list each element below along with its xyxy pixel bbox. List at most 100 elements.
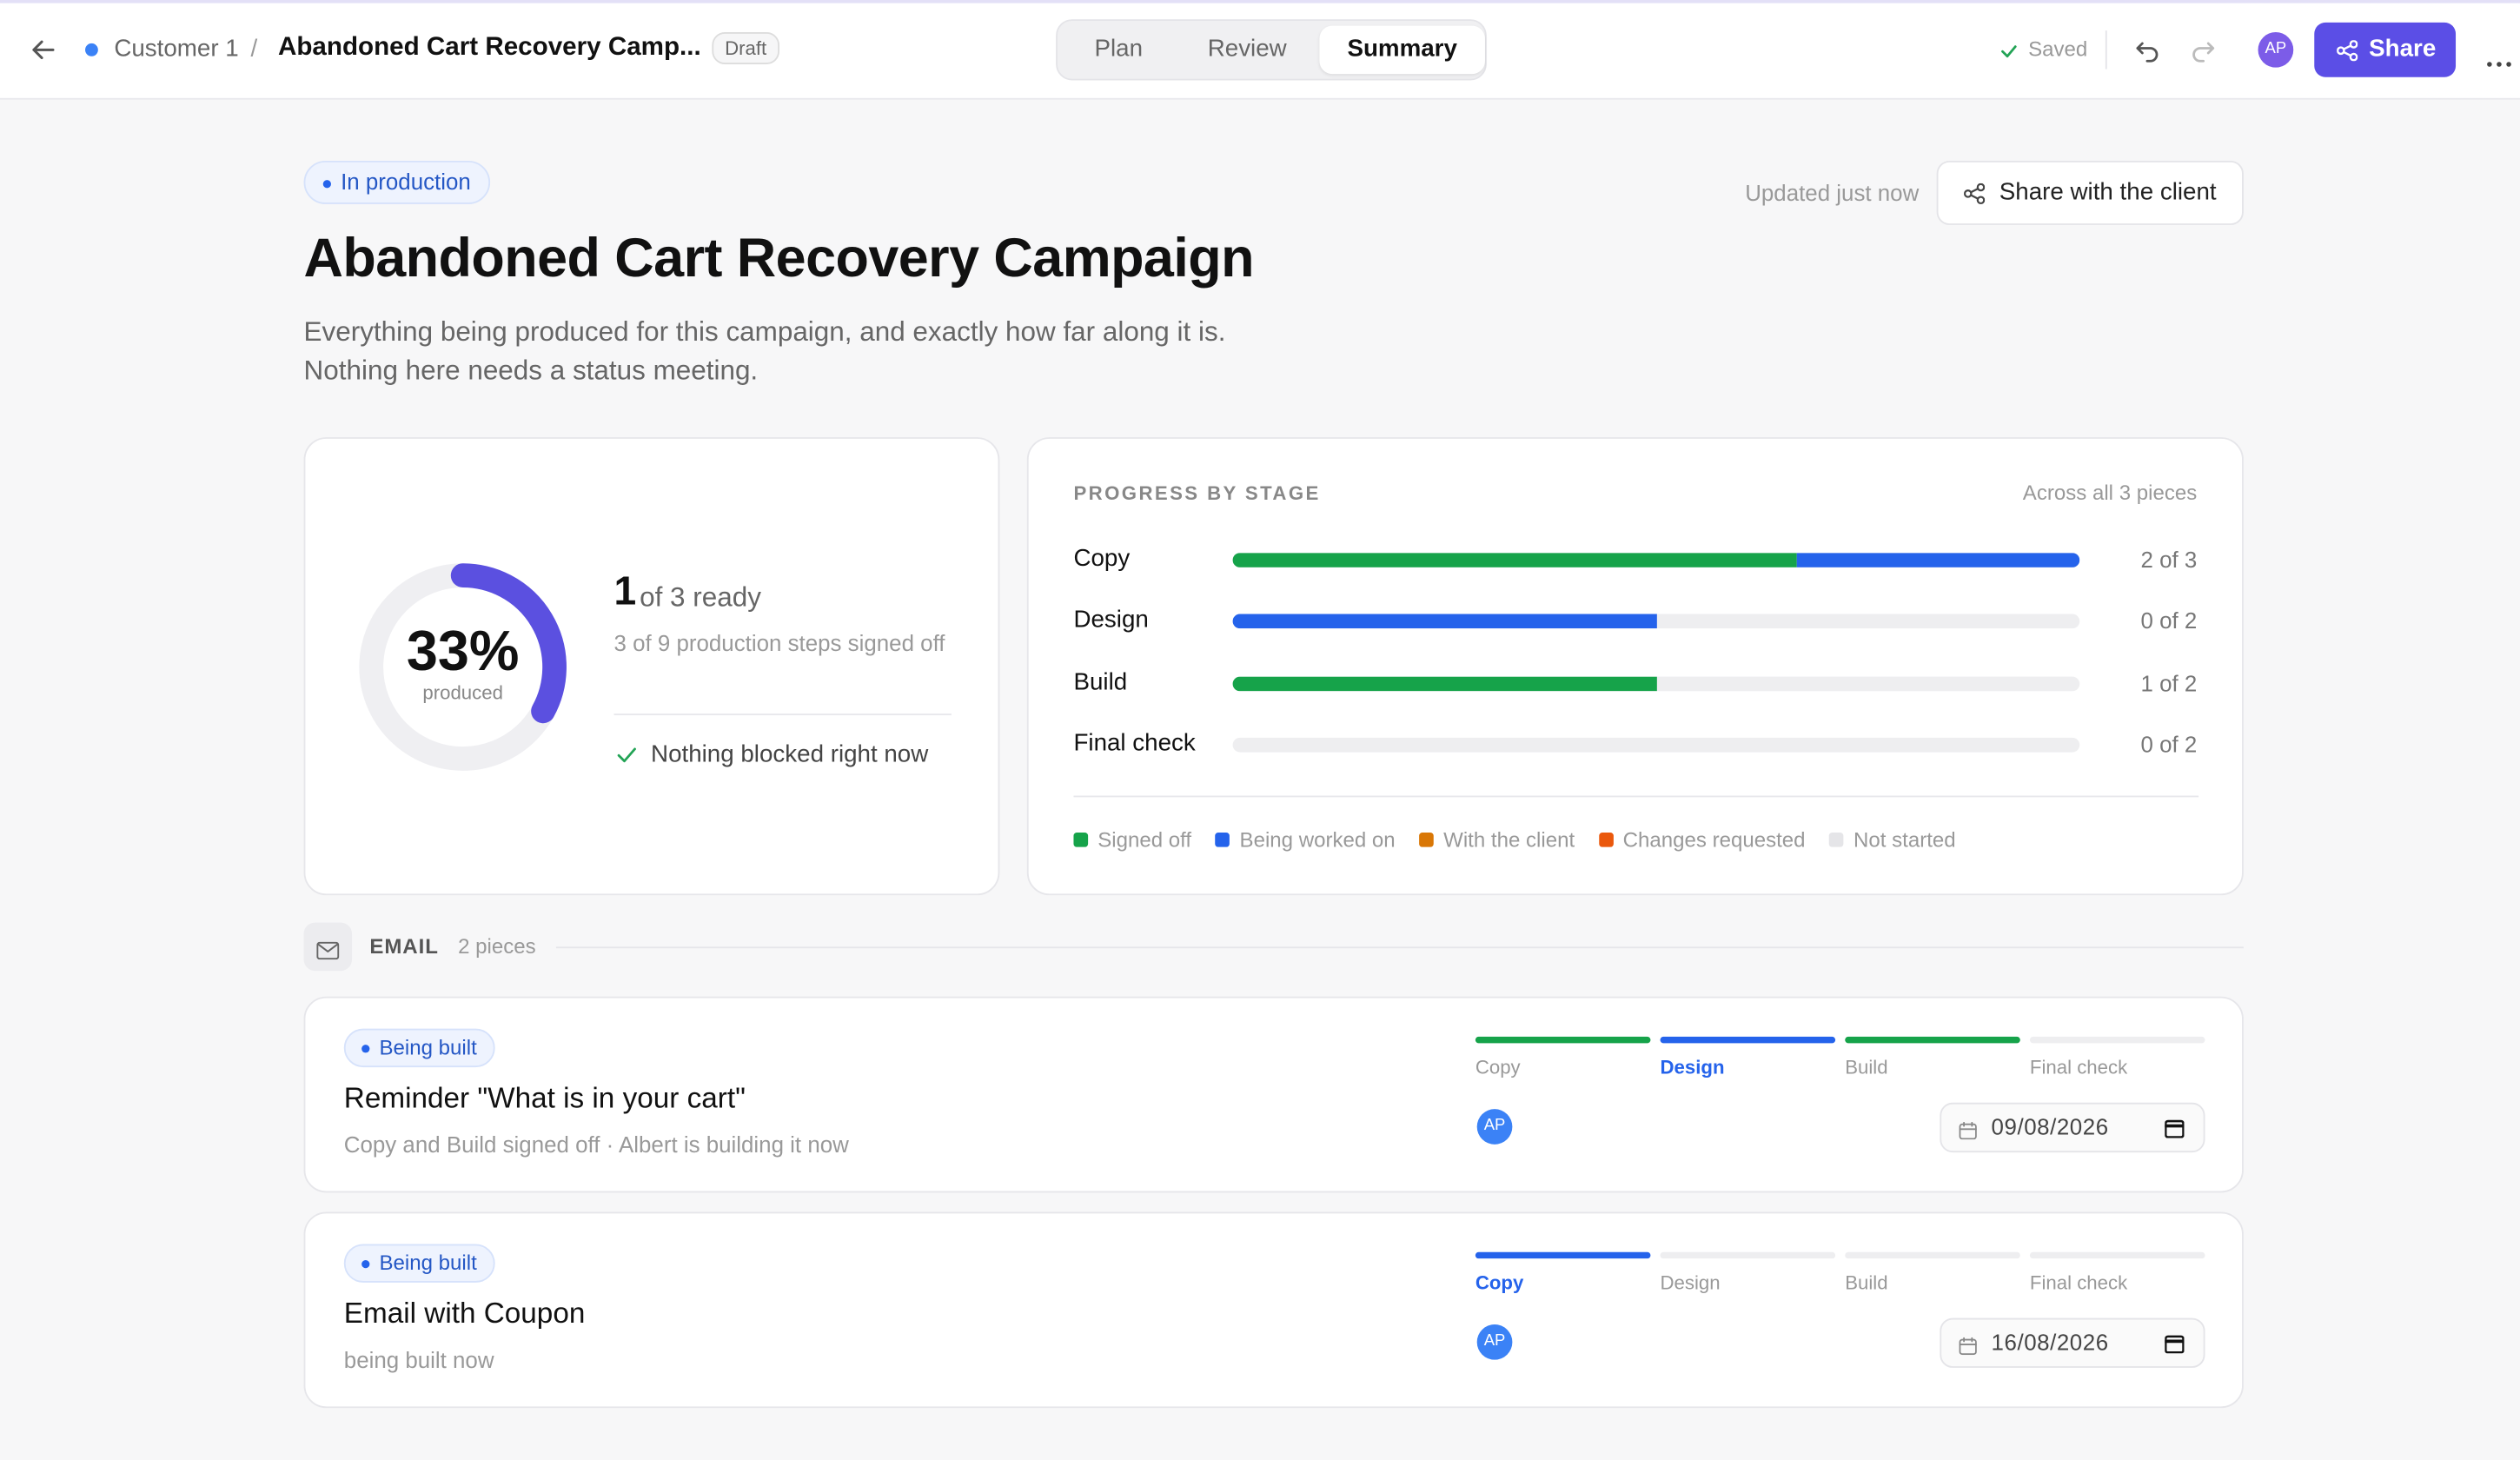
- icon-shape: [316, 941, 340, 960]
- draft-badge: Draft: [712, 31, 780, 64]
- icon-shape: [316, 941, 340, 960]
- user-avatar[interactable]: AP: [2258, 31, 2294, 68]
- step-bar: [2029, 1251, 2205, 1259]
- date-value: 09/08/2026: [1991, 1113, 2109, 1140]
- assignee-avatar: AP: [1476, 1324, 1513, 1360]
- icon-shape: [1959, 1337, 1977, 1356]
- production-badge: In production: [303, 160, 491, 204]
- legend-item: Not started: [1829, 827, 1956, 853]
- icon-shape: [1959, 1338, 1977, 1356]
- tab-group: Plan Review Summary: [1056, 19, 1487, 81]
- icon-shape: [2164, 1119, 2185, 1138]
- tab[interactable]: Review: [1207, 35, 1287, 63]
- step-label: Design: [1660, 1056, 1725, 1079]
- donut-arc: [450, 563, 567, 724]
- more-button[interactable]: [2486, 47, 2512, 67]
- step-label: Build: [1845, 1056, 1888, 1079]
- icon-shape: [2506, 62, 2511, 67]
- share-button[interactable]: Share: [2314, 22, 2457, 77]
- legend: Signed off Being worked on With the client…: [1073, 827, 1956, 853]
- undo-button[interactable]: [2134, 37, 2160, 63]
- icon-shape: [2349, 52, 2358, 62]
- stages-note: Across all 3 pieces: [2022, 481, 2198, 505]
- stage-name: Build: [1073, 667, 1128, 696]
- icon-shape: [2136, 42, 2159, 63]
- icon-shape: [2001, 45, 2017, 58]
- divider: [2105, 30, 2107, 70]
- top-accent: [0, 0, 2520, 3]
- divider: [1073, 795, 2199, 798]
- in-progress-segment: [1797, 553, 2080, 567]
- donut: [305, 439, 627, 897]
- piece-badge: Being built: [343, 1028, 495, 1068]
- breadcrumb-current: Abandoned Cart Recovery Camp...: [277, 33, 701, 62]
- date-picker-icon[interactable]: [2164, 1332, 2185, 1354]
- percent-label: 33%: [406, 620, 520, 684]
- breadcrumb-link[interactable]: Customer 1: [114, 35, 239, 63]
- description-line: Everything being produced for this campa…: [303, 316, 1226, 348]
- step-label: Final check: [2029, 1056, 2128, 1079]
- stage-track: [1232, 675, 2080, 691]
- tab[interactable]: Summary: [1319, 25, 1485, 75]
- section-icon: [303, 922, 353, 972]
- section-title: EMAIL: [369, 933, 439, 959]
- step-bar: [1845, 1251, 2020, 1259]
- stage-count: 0 of 2: [2140, 731, 2198, 757]
- share-icon: [2336, 39, 2358, 62]
- legend-swatch: [1073, 833, 1089, 847]
- step-label: Final check: [2029, 1271, 2128, 1294]
- stages-title: PROGRESS BY STAGE: [1073, 481, 1321, 505]
- calendar-icon: [1959, 1334, 1977, 1356]
- date-input[interactable]: 16/08/2026: [1940, 1317, 2205, 1368]
- stage-count: 0 of 2: [2140, 607, 2198, 634]
- share-client-button[interactable]: Share with the client: [1936, 160, 2244, 225]
- icon-shape: [1959, 1337, 1977, 1346]
- stage-count: 2 of 3: [2140, 546, 2198, 573]
- legend-item: Changes requested: [1598, 827, 1806, 852]
- legend-swatch: [1419, 833, 1435, 847]
- share-label: Share: [2369, 35, 2437, 63]
- piece-title[interactable]: Reminder "What is in your cart": [343, 1081, 746, 1114]
- percent-caption: produced: [422, 681, 503, 705]
- legend-label: Not started: [1854, 827, 1956, 853]
- date-value: 16/08/2026: [1991, 1329, 2109, 1356]
- tab[interactable]: Plan: [1094, 35, 1144, 63]
- stage-track: [1232, 553, 2080, 567]
- divider: [613, 713, 952, 716]
- updated-text: Updated just now: [1745, 180, 1920, 206]
- section-line: [555, 946, 2244, 949]
- piece-title[interactable]: Email with Coupon: [343, 1297, 586, 1330]
- description-line: Nothing here needs a status meeting.: [303, 355, 759, 386]
- step-bar: [1475, 1036, 1651, 1044]
- stage-name: Copy: [1073, 544, 1131, 573]
- piece-note: Copy and Build signed off · Albert is bu…: [343, 1132, 849, 1158]
- icon-shape: [2192, 42, 2215, 63]
- legend-swatch: [1829, 833, 1844, 847]
- date-picker-icon[interactable]: [2164, 1117, 2185, 1138]
- icon-shape: [1959, 1123, 1977, 1140]
- icon-shape: [1963, 189, 1973, 198]
- icon-shape: [1969, 188, 1980, 200]
- legend-item: With the client: [1419, 827, 1575, 852]
- legend-swatch: [1215, 833, 1230, 847]
- icon-shape: [2001, 45, 2017, 58]
- date-input[interactable]: 09/08/2026: [1940, 1102, 2205, 1153]
- stage-track: [1232, 614, 2080, 629]
- icon-shape: [2164, 1335, 2185, 1354]
- icon-shape: [2164, 1119, 2185, 1138]
- back-button[interactable]: [30, 37, 56, 63]
- stage-count: 1 of 2: [2140, 669, 2198, 696]
- saved-check: [1999, 40, 2019, 59]
- section-count: 2 pieces: [458, 933, 536, 959]
- redo-button[interactable]: [2191, 37, 2217, 63]
- legend-item: Being worked on: [1215, 827, 1396, 852]
- badge-dot: [361, 1260, 370, 1269]
- icon-shape: [2487, 62, 2492, 67]
- legend-swatch: [1598, 833, 1614, 847]
- stage-name: Design: [1073, 606, 1149, 634]
- icon-shape: [2349, 39, 2358, 49]
- icon-shape: [1959, 1121, 1977, 1140]
- signed-off-segment: [1232, 553, 1798, 567]
